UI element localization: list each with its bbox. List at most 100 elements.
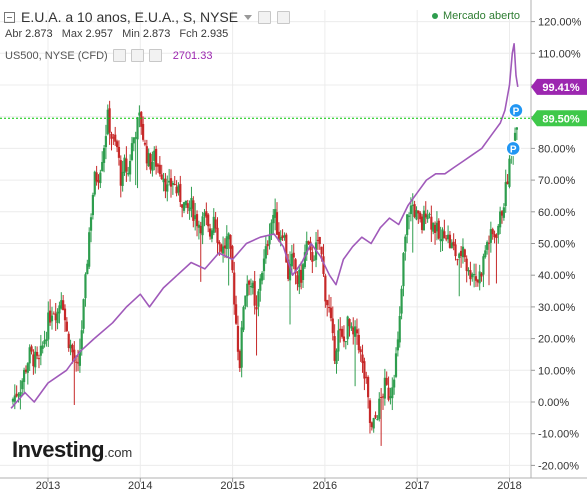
candle-body [110, 133, 113, 139]
candle-body [313, 259, 316, 261]
candle-body [474, 276, 478, 281]
candle-body [214, 219, 217, 229]
candle-body [461, 246, 465, 258]
candle-body [37, 358, 41, 360]
candle-body [156, 164, 160, 167]
candle-body [119, 160, 122, 186]
candle-body [331, 318, 334, 334]
candle-body [69, 344, 72, 349]
candle-body [420, 216, 424, 230]
candle-body [467, 270, 470, 272]
candle-body [145, 146, 148, 164]
overlay-settings-icon[interactable] [130, 49, 144, 62]
y-tick-label: -20.00% [538, 460, 579, 472]
candle-body [443, 231, 446, 239]
candle-body [311, 251, 314, 262]
candle-body [99, 172, 102, 184]
candle-body [376, 419, 379, 421]
candle-body [422, 210, 426, 231]
candle-body [452, 241, 455, 246]
candle-body [445, 238, 448, 240]
candle-body [82, 299, 85, 329]
candle-body [125, 158, 128, 172]
y-tick-label: 10.00% [538, 365, 576, 377]
dropdown-caret-icon[interactable] [244, 14, 253, 20]
candle-body [374, 415, 377, 418]
candle-body [140, 111, 143, 127]
candle-body [344, 341, 347, 343]
close-label: Fch [179, 28, 198, 40]
candle-body [251, 282, 254, 289]
candle-body [177, 185, 180, 193]
candle-body [43, 340, 46, 345]
candle-body [367, 377, 370, 398]
candle-body [93, 171, 96, 195]
candle-body [398, 316, 401, 343]
candle-body [348, 319, 351, 327]
candle-body [288, 263, 292, 281]
candle-body [169, 178, 173, 187]
candle-body [220, 244, 223, 252]
candle-body [58, 305, 61, 314]
candle-body [370, 422, 373, 428]
candle-body [147, 152, 150, 167]
candle-body [114, 134, 117, 142]
candle-body [166, 184, 169, 192]
y-tick-label: 120.00% [538, 17, 582, 29]
candle-body [117, 146, 121, 158]
candle-body [294, 259, 297, 274]
candle-body [415, 210, 418, 220]
candle-body [225, 236, 228, 249]
candle-body [24, 369, 28, 372]
candle-body [143, 142, 147, 145]
open-label: Abr [5, 28, 23, 40]
candle-body [36, 351, 39, 356]
candle-body [62, 300, 65, 311]
candle-body [158, 164, 161, 175]
candle-body [322, 256, 325, 274]
candle-body [441, 229, 444, 242]
candle-body [71, 345, 74, 353]
candle-body [41, 345, 44, 349]
candle-body [179, 183, 182, 202]
candle-body [128, 160, 132, 175]
eye-icon[interactable] [258, 10, 272, 24]
candle-body [97, 179, 100, 183]
candle-body [266, 243, 269, 247]
candle-body [203, 212, 206, 216]
candle-body [52, 313, 55, 315]
candle-body [160, 174, 163, 180]
event-marker-label: P [513, 106, 520, 117]
candle-body [32, 354, 35, 367]
candle-body [277, 231, 280, 241]
candle-body [91, 194, 95, 216]
overlay-eye-icon[interactable] [112, 49, 126, 62]
candle-body [396, 339, 399, 351]
candle-body [194, 215, 197, 220]
candle-body [248, 280, 251, 285]
candle-body [257, 291, 260, 307]
candle-body [394, 353, 398, 377]
candle-body [95, 172, 98, 182]
collapse-icon[interactable] [4, 11, 15, 23]
candle-body [190, 197, 193, 209]
candle-body [182, 202, 186, 211]
candle-body [352, 327, 355, 335]
candle-body [318, 237, 321, 245]
candle-body [324, 275, 327, 302]
candle-body [337, 330, 340, 352]
candle-body [482, 256, 485, 275]
candle-body [484, 250, 487, 258]
overlay-close-icon[interactable] [148, 49, 162, 62]
candle-body [123, 157, 126, 173]
candle-body [244, 295, 247, 307]
settings-icon[interactable] [277, 10, 291, 24]
candle-body [121, 171, 124, 186]
candle-body [290, 253, 293, 267]
candle-body [430, 216, 433, 230]
market-open-dot-icon [432, 13, 438, 19]
candle-body [471, 274, 474, 278]
candle-body [155, 148, 158, 167]
candle-body [22, 369, 26, 382]
